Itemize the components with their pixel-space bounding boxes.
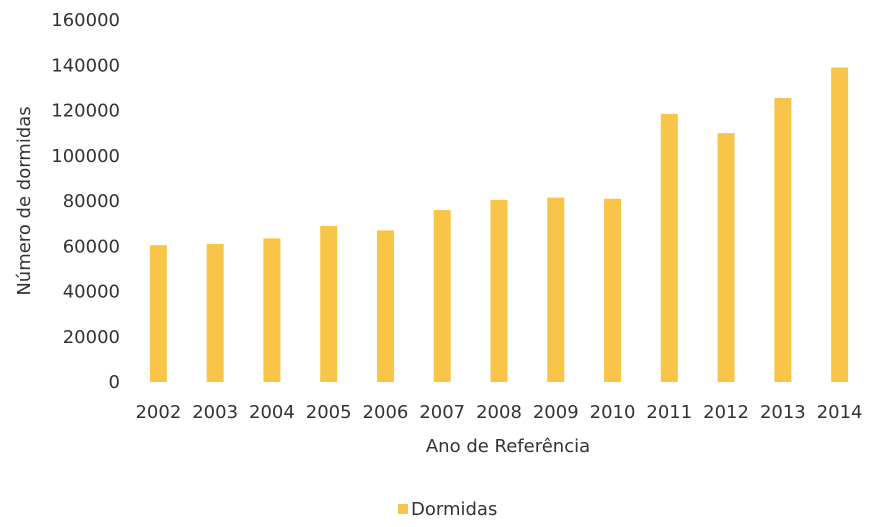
x-axis-ticks: 2002 2003 2004 2005 2006 2007 2008 2009 2010 2011… bbox=[135, 402, 862, 423]
bars-group bbox=[149, 67, 849, 383]
bar bbox=[490, 199, 508, 382]
x-tick-label: 2010 bbox=[590, 402, 636, 423]
x-tick-label: 2014 bbox=[817, 402, 863, 423]
y-tick-label: 140000 bbox=[51, 55, 120, 76]
x-tick-label: 2013 bbox=[760, 402, 806, 423]
y-tick-label: 60000 bbox=[63, 236, 120, 257]
bar bbox=[660, 113, 678, 383]
y-tick-label: 160000 bbox=[51, 10, 120, 31]
y-tick-label: 40000 bbox=[63, 282, 120, 303]
bar bbox=[774, 98, 792, 383]
y-tick-label: 80000 bbox=[63, 191, 120, 212]
x-axis-title: Ano de Referência bbox=[426, 436, 590, 457]
y-tick-label: 0 bbox=[109, 372, 120, 393]
x-tick-label: 2012 bbox=[703, 402, 749, 423]
bar bbox=[263, 238, 281, 382]
y-axis-title: Número de dormidas bbox=[14, 106, 35, 295]
bar bbox=[831, 67, 849, 382]
x-tick-label: 2004 bbox=[249, 402, 295, 423]
x-tick-label: 2007 bbox=[419, 402, 465, 423]
bar bbox=[149, 245, 167, 382]
x-tick-label: 2002 bbox=[135, 402, 181, 423]
bar bbox=[717, 133, 735, 382]
y-tick-label: 20000 bbox=[63, 327, 120, 348]
x-tick-label: 2009 bbox=[533, 402, 579, 423]
x-tick-label: 2006 bbox=[363, 402, 409, 423]
bar bbox=[604, 198, 622, 382]
bar bbox=[320, 225, 338, 382]
y-axis-ticks: 0 20000 40000 60000 80000 100000 120000 140000 1… bbox=[51, 10, 120, 393]
y-tick-label: 100000 bbox=[51, 146, 120, 167]
bar bbox=[376, 230, 394, 382]
legend-label: Dormidas bbox=[411, 499, 497, 520]
x-tick-label: 2005 bbox=[306, 402, 352, 423]
x-tick-label: 2003 bbox=[192, 402, 238, 423]
bar bbox=[433, 210, 451, 382]
x-tick-label: 2008 bbox=[476, 402, 522, 423]
legend-swatch bbox=[398, 504, 408, 514]
bar bbox=[547, 197, 565, 382]
y-tick-label: 120000 bbox=[51, 101, 120, 122]
x-tick-label: 2011 bbox=[646, 402, 692, 423]
legend: Dormidas bbox=[398, 499, 497, 520]
bar bbox=[206, 243, 224, 382]
